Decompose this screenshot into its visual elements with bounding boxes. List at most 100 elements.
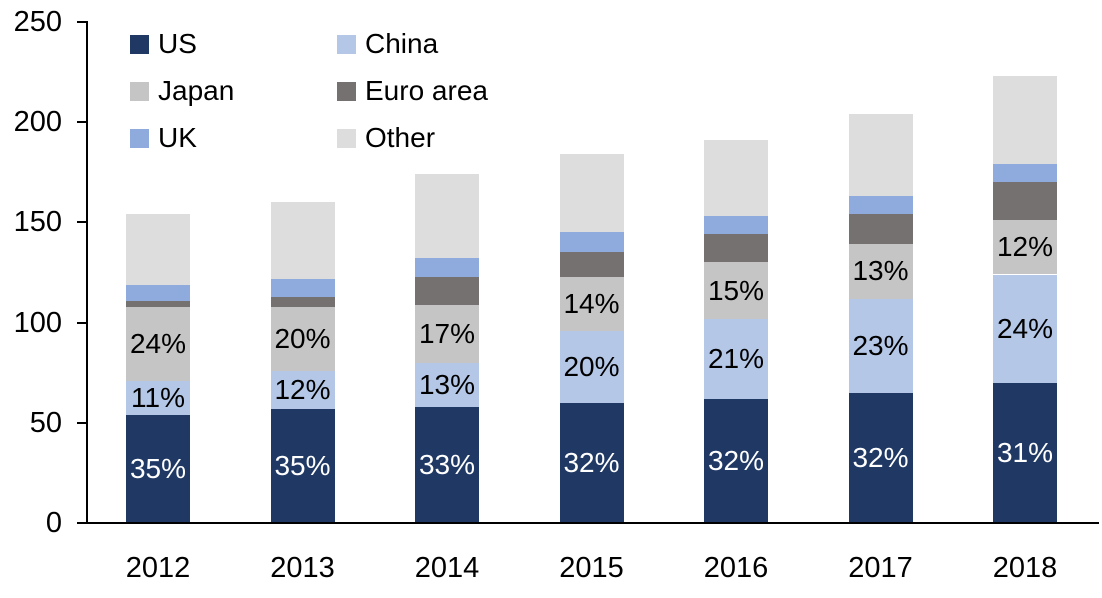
bar-2014-segment-other [415,174,479,259]
bar-2014-segment-china [415,362,479,407]
bar-2012-segment-euro-area [126,300,190,307]
y-axis-line [86,21,88,524]
legend-label-euro-area: Euro area [365,75,488,106]
bar-2016-segment-euro-area [704,234,768,263]
bar-2018-segment-uk [993,164,1057,183]
bar-2017-segment-china [848,298,913,393]
legend-label-other: Other [365,122,436,153]
y-axis-tick-mark-150 [77,221,88,224]
bar-2015-segment-japan [559,276,624,331]
bar-2014-segment-us [415,406,479,523]
bar-2018-label-japan: 12% [996,231,1054,263]
bar-2012-segment-japan [126,306,190,381]
x-axis-label-2017: 2017 [848,552,913,584]
bar-2017-label-us: 32% [852,441,909,473]
bar-2013-segment-china [270,370,335,409]
bar-2012-segment-other [126,214,190,285]
bar-2015-segment-uk [559,232,624,253]
bar-2016-segment-japan [704,262,768,319]
bar-2012-label-japan: 24% [129,327,187,359]
bar-2015-segment-other [559,154,624,233]
bar-2012-segment-china [126,380,190,415]
y-axis-tick-mark-100 [77,321,88,324]
legend-swatch-uk-icon [130,128,149,148]
bar-2015-label-japan: 14% [563,287,620,319]
bar-2017-segment-japan [848,244,913,299]
y-axis-tick-mark-50 [77,421,88,424]
bar-2012-segment-us [126,414,190,523]
bar-2015-segment-euro-area [559,252,624,277]
legend-swatch-other-icon [337,128,356,148]
legend-swatch-japan-icon [130,81,149,101]
bar-2014-label-china: 13% [418,368,476,400]
bar-2016-label-us: 32% [707,444,765,476]
bar-2018-label-china: 24% [996,312,1054,344]
y-axis-tick-label-200: 200 [13,106,62,139]
bar-2016-segment-uk [704,216,768,235]
y-axis-tick-label-100: 100 [13,306,62,339]
y-axis-tick-label-50: 50 [29,406,62,439]
legend-item-china: China [337,28,438,60]
bar-2016-segment-other [704,140,768,217]
bar-2016-label-japan: 15% [707,274,765,306]
bar-2018-segment-euro-area [993,182,1057,221]
x-axis-label-2012: 2012 [125,552,191,584]
bar-2012-label-us: 35% [129,452,187,484]
bar-2013-segment-other [270,202,335,279]
legend-item-japan: Japan [130,75,234,107]
legend-label-china: China [365,28,439,59]
bar-2017-segment-us [848,392,913,523]
y-axis-tick-mark-200 [77,121,88,124]
bar-2014-segment-japan [415,304,479,363]
bar-2018-segment-us [993,382,1057,523]
bar-2018-segment-japan [993,220,1057,275]
bar-2013-segment-uk [270,278,335,297]
bar-2013-label-japan: 20% [274,322,331,354]
x-axis-label-2014: 2014 [414,552,480,584]
bar-2013-segment-japan [270,306,335,371]
bar-2014-segment-euro-area [415,276,479,305]
bar-2016-label-china: 21% [707,342,765,374]
y-axis-tick-mark-250 [77,21,88,23]
y-axis-tick-label-150: 150 [13,206,62,239]
legend-item-other: Other [337,122,435,154]
bar-2016-segment-china [704,318,768,399]
bar-2018-segment-china [993,274,1057,383]
bar-2014-segment-uk [415,258,479,277]
bar-2017-segment-uk [848,196,913,215]
bar-2017-segment-euro-area [848,214,913,245]
bar-2017-label-japan: 13% [852,255,909,287]
y-axis-tick-mark-0 [77,522,88,524]
bar-2013-segment-us [270,408,335,523]
bar-2017-segment-other [848,114,913,197]
bar-2015-label-us: 32% [563,446,620,478]
bar-2015-segment-us [559,402,624,523]
bar-2014-label-us: 33% [418,448,476,480]
y-axis-tick-label-0: 0 [45,507,62,539]
x-axis-label-2018: 2018 [992,552,1058,584]
legend-item-us: US [130,28,197,60]
bar-2014-label-japan: 17% [418,317,476,349]
legend-label-us: US [158,28,197,59]
bar-2013-label-china: 12% [274,373,331,405]
bar-2015-label-china: 20% [563,350,620,382]
legend-swatch-us-icon [130,34,149,54]
x-axis-line [86,522,1099,524]
legend-label-japan: Japan [158,75,235,106]
bar-2013-label-us: 35% [274,449,331,481]
legend-item-uk: UK [130,122,197,154]
legend-label-uk: UK [158,122,197,153]
legend-item-euro-area: Euro area [337,75,488,107]
legend-swatch-euro-area-icon [337,81,356,101]
bar-2018-label-us: 31% [996,436,1054,468]
x-axis-label-2016: 2016 [703,552,769,584]
bar-2012-segment-uk [126,284,190,301]
bar-2013-segment-euro-area [270,296,335,307]
bar-2016-segment-us [704,398,768,523]
legend-swatch-china-icon [337,34,356,54]
bar-2018-segment-other [993,76,1057,165]
x-axis-label-2015: 2015 [559,552,624,584]
x-axis-label-2013: 2013 [270,552,335,584]
bar-2017-label-china: 23% [852,329,909,361]
